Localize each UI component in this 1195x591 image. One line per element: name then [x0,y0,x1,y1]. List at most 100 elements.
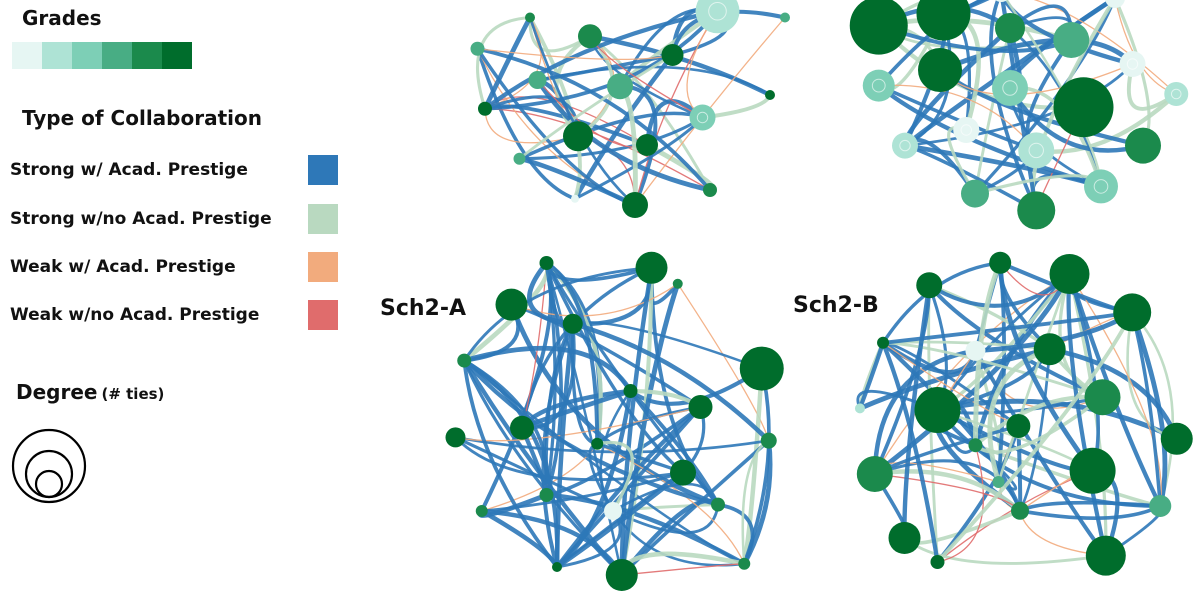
network-edge [1019,504,1162,520]
network-node [1113,293,1152,332]
legend-item-label: Strong w/no Acad. Prestige [10,209,272,229]
network-node-ring [1028,142,1044,159]
network-node [525,12,535,23]
network-edge [462,359,719,507]
network-node [995,0,1008,2]
network-edge [1008,86,1144,153]
network-node [916,272,943,299]
network-edge [883,341,1103,399]
grade-swatch-3 [72,42,102,69]
network-node [636,134,658,156]
network-edge [535,78,711,193]
network-node [672,278,683,289]
network-edge [903,536,1107,565]
network-node-ring [1126,58,1139,70]
network-node [953,117,980,143]
grade-swatch-1 [12,42,42,69]
network-edge [621,563,745,576]
network-edge [519,116,704,161]
network-node [1011,501,1029,520]
network-node [661,44,684,66]
legend-item-strong-prestige: Strong w/ Acad. Prestige [10,155,340,185]
network-edge [596,440,635,512]
network-node [738,557,751,570]
network-node [1084,169,1118,204]
network-node [670,459,696,486]
network-edge [481,471,684,513]
network-edge [936,408,1161,508]
network-edge [545,261,600,444]
legend-item-weak-prestige: Weak w/ Acad. Prestige [10,252,340,282]
network-edge [857,342,886,410]
legend: Grades Type of Collaboration Strong w/ A… [0,0,360,591]
network-node [1069,447,1116,494]
network-top-right [849,0,1189,230]
network-node [711,497,725,512]
network-node [780,12,790,23]
network-edge [874,469,1022,513]
network-node [591,437,604,450]
network-node [578,24,602,49]
network-edge [904,63,1134,147]
network-edge [874,459,1022,512]
network-node [445,427,466,448]
network-edge [741,439,770,564]
network-edge [987,346,1051,483]
network-edge [572,321,771,443]
network-node [688,395,713,419]
network-node [562,313,583,334]
network-edge [1131,311,1175,507]
grades-legend-title: Grades [22,6,102,30]
network-node-ring [871,78,886,93]
network-node [457,353,472,368]
network-node [1164,82,1189,106]
network-edge [878,84,1037,151]
network-node-ring [696,111,709,124]
network-node [1125,127,1161,164]
network-node [1085,535,1126,576]
network-edge [936,311,1134,564]
network-node [760,432,777,449]
network-node [1006,414,1031,438]
nested-circles-icon [11,428,87,504]
network-node [1017,191,1056,230]
network-node [623,384,638,398]
network-node [1053,22,1090,58]
network-edge [937,445,984,563]
network-edge [1126,63,1178,111]
network-node-ring [1170,88,1182,100]
network-node [1160,422,1193,455]
network-edge [677,283,770,441]
network-node [1049,254,1090,294]
network-node [918,48,962,92]
network-edge [475,48,576,201]
network-sch2-b [854,251,1193,576]
degree-subtitle: (# ties) [101,385,165,403]
network-node [510,415,534,440]
grade-swatch-6 [162,42,192,69]
network-node [989,251,1012,274]
network-node [965,340,986,361]
network-node [1033,333,1066,366]
legend-swatch [308,155,338,185]
network-edge [882,342,1019,427]
network-edge [463,266,652,362]
network-node [968,438,983,453]
network-edge [997,262,1095,473]
network-node-ring [1093,179,1109,194]
network-node [689,104,716,131]
network-edge [455,406,701,442]
network-node [992,476,1005,488]
network-edge [1068,273,1162,507]
network-node [739,346,784,391]
network-node [571,194,579,203]
network-node [1105,0,1125,8]
network-node [539,256,554,270]
network-edge [546,492,746,566]
network-node [914,387,961,433]
network-node [703,183,717,197]
network-node [622,192,648,218]
network-edge [476,15,531,110]
network-edge [555,390,633,569]
